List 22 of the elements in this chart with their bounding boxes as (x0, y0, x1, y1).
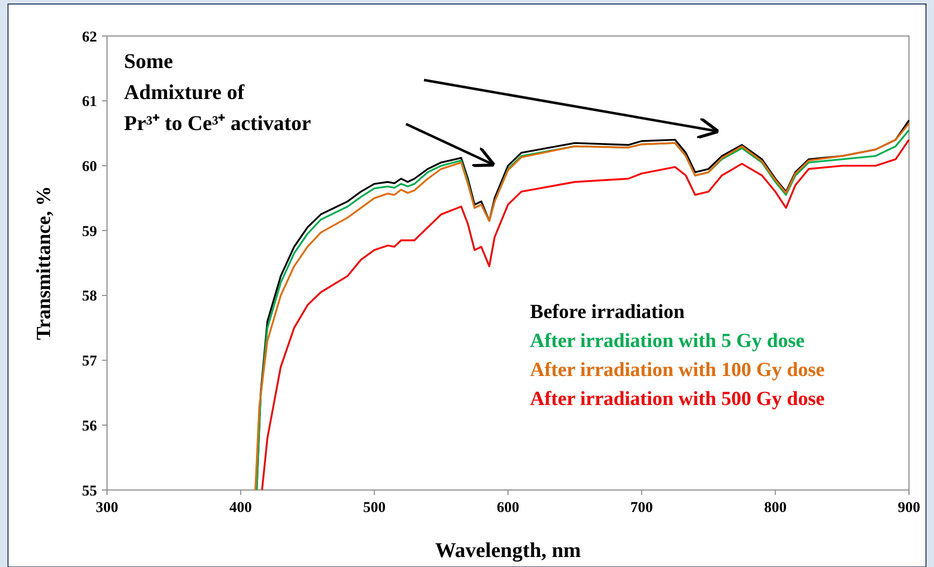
x-axis-title: Wavelength, nm (435, 538, 582, 562)
y-axis-title: Transmittance, % (33, 186, 55, 340)
x-tick-label: 600 (496, 500, 520, 516)
text: After irradiation with 5 Gy dose (530, 330, 805, 352)
annotation: Some Admixture of Pr³⁺ to Ce³⁺ activator (124, 49, 311, 135)
text: Before irradiation (530, 301, 685, 323)
x-tick-label: 400 (229, 500, 252, 516)
x-tick-label: 300 (96, 500, 118, 516)
y-tick-label: 61 (82, 94, 97, 110)
x-tick-label: 500 (363, 500, 386, 516)
x-tick-label: 700 (630, 500, 653, 516)
y-tick-label: 57 (82, 354, 98, 370)
text: After irradiation with 100 Gy dose (530, 359, 825, 381)
y-tick-label: 60 (82, 158, 97, 175)
y-tick-label: 55 (82, 483, 97, 500)
y-tick-label: 62 (82, 29, 97, 46)
x-tick-label: 800 (764, 500, 787, 516)
y-tick-label: 56 (82, 418, 98, 434)
y-tick-label: 58 (82, 288, 97, 305)
text: After irradiation with 500 Gy dose (530, 388, 825, 410)
y-tick-label: 59 (82, 224, 97, 240)
x-tick-label: 900 (898, 500, 920, 516)
